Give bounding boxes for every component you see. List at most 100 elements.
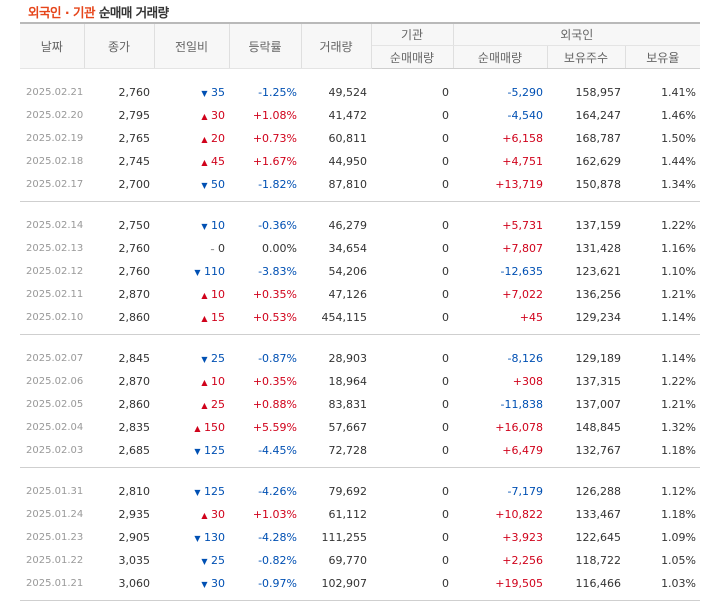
foreign-ratio-cell: 1.41%: [661, 86, 697, 99]
volume-cell: 60,811: [328, 132, 368, 145]
change-value: 30: [211, 508, 225, 521]
up-arrow-icon: ▲: [201, 112, 208, 121]
date-cell: 2025.02.20: [26, 110, 84, 121]
inst-net-cell: 0: [371, 173, 453, 202]
change-value: 0: [218, 242, 225, 255]
change-value: 125: [204, 444, 225, 457]
date-cell: 2025.02.14: [26, 220, 84, 231]
date-cell: 2025.01.24: [26, 509, 84, 520]
change-cell: ▼ 110: [154, 260, 229, 283]
down-arrow-icon: ▼: [201, 181, 208, 190]
down-arrow-icon: ▼: [194, 534, 201, 543]
foreign-holdings-cell: 158,957: [575, 86, 622, 99]
up-arrow-icon: ▲: [201, 314, 208, 323]
foreign-net-cell: +45: [453, 306, 547, 335]
change-cell: ▲ 25: [154, 393, 229, 416]
volume-cell: 44,950: [328, 155, 368, 168]
foreign-holdings-cell: 137,007: [575, 398, 622, 411]
down-arrow-icon: ▼: [201, 355, 208, 364]
inst-net-cell: 0: [442, 288, 449, 301]
foreign-holdings-cell: 129,189: [575, 352, 622, 365]
foreign-ratio-cell: 1.32%: [661, 421, 697, 434]
change-value: 25: [211, 352, 225, 365]
table-row: 2025.01.23 2,905 ▼ 130 -4.28% 111,255 0 +3,923…: [20, 526, 700, 549]
change-cell: ▼ 25: [154, 549, 229, 572]
rate-cell: +0.88%: [252, 398, 297, 411]
date-cell: 2025.02.12: [26, 266, 84, 277]
rate-cell: -1.82%: [229, 173, 301, 202]
foreign-net-cell: +6,479: [453, 439, 547, 468]
change-cell: ▲ 10: [154, 370, 229, 393]
table-row: 2025.01.22 3,035 ▼ 25 -0.82% 69,770 0 +2,256 11…: [20, 549, 700, 572]
rate-cell: -4.45%: [229, 439, 301, 468]
change-value: 10: [211, 375, 225, 388]
volume-cell: 57,667: [328, 421, 368, 434]
foreign-net-cell: -8,126: [507, 352, 543, 365]
date-cell: 2025.02.11: [26, 289, 84, 300]
close-cell: 2,760: [118, 86, 151, 99]
row-group: 2025.01.31 2,810 ▼ 125 -4.26% 79,692 0 -7,179 1…: [20, 468, 701, 601]
date-cell: 2025.01.31: [26, 486, 84, 497]
foreign-holdings-cell: 136,256: [575, 288, 622, 301]
inst-net-cell: 0: [442, 375, 449, 388]
table-row: 2025.01.31 2,810 ▼ 125 -4.26% 79,692 0 -7,179 1…: [20, 468, 700, 504]
volume-cell: 83,831: [328, 398, 368, 411]
inst-net-cell: 0: [442, 531, 449, 544]
table-row: 2025.01.21 3,060 ▼ 30 -0.97% 102,907 0 +19,505…: [20, 572, 701, 601]
change-cell: ▲ 10: [154, 283, 229, 306]
change-value: 20: [211, 132, 225, 145]
down-arrow-icon: ▼: [194, 488, 201, 497]
foreign-holdings-cell: 137,315: [575, 375, 622, 388]
rate-cell: +1.03%: [252, 508, 297, 521]
foreign-ratio-cell: 1.09%: [661, 531, 697, 544]
foreign-net-cell: +7,022: [502, 288, 543, 301]
close-cell: 2,685: [84, 439, 154, 468]
change-value: 25: [211, 398, 225, 411]
up-arrow-icon: ▲: [201, 291, 208, 300]
rate-cell: +0.53%: [229, 306, 301, 335]
foreign-net-cell: +5,731: [502, 219, 543, 232]
change-cell: ▼ 35: [154, 69, 229, 105]
change-value: 130: [204, 531, 225, 544]
rate-cell: +0.35%: [252, 288, 297, 301]
foreign-holdings-cell: 123,621: [575, 265, 622, 278]
rate-cell: -0.82%: [258, 554, 297, 567]
table-row: 2025.02.13 2,760– 0 0.00% 34,654 0 +7,807 131,…: [20, 237, 700, 260]
volume-cell: 79,692: [328, 485, 368, 498]
change-value: 10: [211, 288, 225, 301]
close-cell: 2,860: [84, 306, 154, 335]
rate-cell: +0.35%: [252, 375, 297, 388]
header-foreign-ratio: 보유율: [625, 45, 701, 69]
foreign-holdings-cell: 129,234: [547, 306, 625, 335]
up-arrow-icon: ▲: [201, 401, 208, 410]
rate-cell: +1.08%: [252, 109, 297, 122]
up-arrow-icon: ▲: [201, 511, 208, 520]
row-group: 2025.02.21 2,760 ▼ 35 -1.25% 49,524 0 -5,290 15…: [20, 69, 701, 202]
foreign-net-cell: +19,505: [453, 572, 547, 601]
table-row: 2025.02.03 2,685 ▼ 125 -4.45% 72,728 0 +6,479 1…: [20, 439, 701, 468]
rate-cell: -0.87%: [258, 352, 297, 365]
close-cell: 2,935: [118, 508, 151, 521]
foreign-holdings-cell: 116,466: [547, 572, 625, 601]
change-cell: ▼ 125: [154, 439, 229, 468]
foreign-holdings-cell: 148,845: [575, 421, 622, 434]
close-cell: 3,060: [84, 572, 154, 601]
foreign-net-cell: -12,635: [500, 265, 543, 278]
foreign-holdings-cell: 137,159: [575, 219, 622, 232]
row-group: 2025.02.14 2,750 ▼ 10 -0.36% 46,279 0 +5,731 13…: [20, 202, 701, 335]
rate-cell: +0.73%: [252, 132, 297, 145]
foreign-ratio-cell: 1.03%: [625, 572, 701, 601]
table-row: 2025.02.21 2,760 ▼ 35 -1.25% 49,524 0 -5,290 15…: [20, 69, 700, 105]
change-cell: ▲ 30: [154, 503, 229, 526]
table-row: 2025.02.05 2,860 ▲ 25 +0.88% 83,831 0 -11,838 1…: [20, 393, 700, 416]
change-cell: ▲ 45: [154, 150, 229, 173]
inst-net-cell: 0: [442, 109, 449, 122]
foreign-holdings-cell: 131,428: [575, 242, 622, 255]
title-prefix: 외국인 · 기관: [28, 5, 95, 20]
rate-cell: +1.67%: [252, 155, 297, 168]
date-cell: 2025.01.23: [26, 532, 84, 543]
change-value: 150: [204, 421, 225, 434]
close-cell: 2,905: [118, 531, 151, 544]
foreign-holdings-cell: 126,288: [575, 485, 622, 498]
inst-net-cell: 0: [442, 421, 449, 434]
